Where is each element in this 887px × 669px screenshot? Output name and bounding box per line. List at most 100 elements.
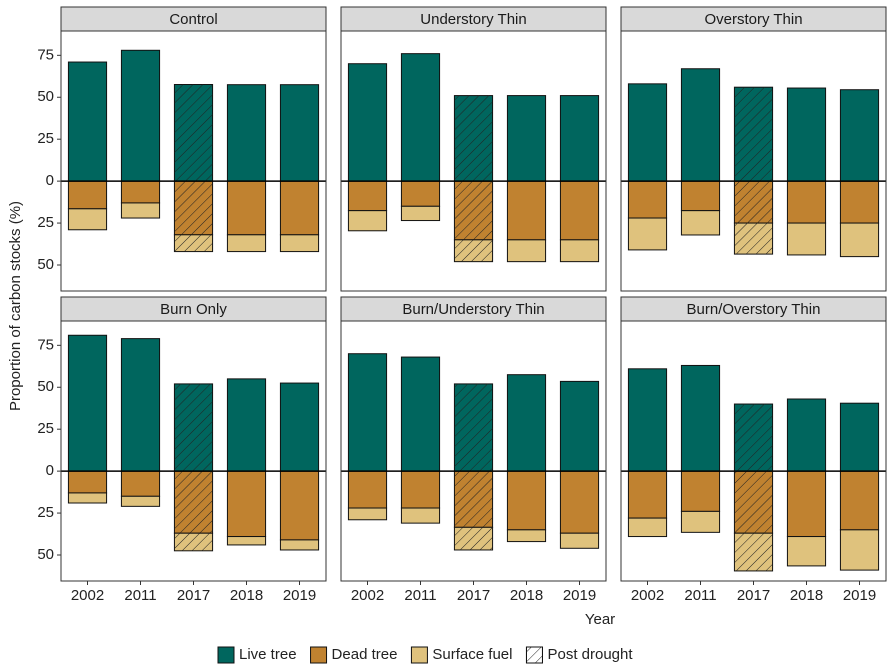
- x-tick-label: 2011: [404, 587, 436, 604]
- bar: [559, 532, 600, 549]
- legend: Live tree Dead tree Surface fuel Post droug…: [217, 646, 633, 664]
- panel-border: [60, 30, 327, 292]
- y-tick-label: 25: [37, 130, 54, 147]
- bar: [506, 180, 547, 241]
- bar: [120, 202, 161, 219]
- panel-title: Understory Thin: [420, 11, 526, 28]
- y-tick-label: 75: [37, 46, 54, 63]
- bar: [120, 338, 161, 472]
- bar-hatch: [174, 533, 213, 551]
- bar: [347, 63, 388, 182]
- bar: [226, 378, 267, 472]
- bar: [506, 470, 547, 531]
- panel-title: Overstory Thin: [704, 11, 802, 28]
- bar: [506, 374, 547, 472]
- bar: [400, 507, 441, 524]
- bar-hatch: [454, 181, 493, 240]
- bar: [839, 222, 880, 258]
- x-tick-label: 2002: [351, 587, 384, 604]
- bar: [400, 53, 441, 182]
- bar: [506, 95, 547, 182]
- bar: [506, 239, 547, 263]
- bar: [120, 470, 161, 497]
- x-tick-label: 2002: [71, 587, 104, 604]
- bar: [347, 210, 388, 232]
- x-tick-label: 2018: [510, 587, 543, 604]
- legend-key: [310, 646, 328, 664]
- bar-hatch: [454, 383, 493, 472]
- bar: [279, 382, 320, 472]
- y-tick-label: 25: [37, 504, 54, 521]
- bar: [786, 222, 827, 256]
- bar: [400, 356, 441, 472]
- strip: [340, 296, 607, 322]
- strip: [60, 296, 327, 322]
- bar-hatch: [174, 84, 213, 182]
- bar: [839, 180, 880, 224]
- bar: [67, 470, 108, 494]
- strip: [340, 6, 607, 32]
- bar-hatch: [734, 471, 773, 534]
- bar: [67, 492, 108, 504]
- bar: [120, 180, 161, 204]
- bar: [839, 529, 880, 571]
- bar: [559, 239, 600, 263]
- bar: [279, 180, 320, 236]
- bar: [786, 180, 827, 224]
- bar-hatch: [734, 181, 773, 224]
- bar: [226, 536, 267, 546]
- bar: [67, 61, 108, 182]
- bar: [120, 49, 161, 182]
- bar: [226, 470, 267, 538]
- bar: [279, 234, 320, 253]
- bar: [347, 353, 388, 472]
- legend-label: Surface fuel: [432, 646, 512, 663]
- y-tick-label: 50: [37, 88, 54, 105]
- x-tick-label: 2017: [457, 587, 490, 604]
- strip: [620, 6, 887, 32]
- bar: [67, 208, 108, 231]
- bar: [680, 470, 721, 512]
- bar: [627, 470, 668, 519]
- bar: [627, 517, 668, 538]
- bar-hatch: [734, 404, 773, 472]
- legend-key: [217, 646, 235, 664]
- bar: [279, 84, 320, 182]
- y-axis-title: Proportion of carbon stocks (%): [7, 201, 24, 411]
- strip: [60, 6, 327, 32]
- panel-border: [340, 320, 607, 582]
- legend-label: Dead tree: [332, 646, 398, 663]
- x-tick-label: 2019: [843, 587, 876, 604]
- x-axis-title: Year: [585, 611, 615, 628]
- bar-hatch: [454, 95, 493, 182]
- bar: [279, 539, 320, 551]
- y-tick-label: 50: [37, 256, 54, 273]
- bar-hatch: [454, 471, 493, 528]
- y-tick-label: 25: [37, 214, 54, 231]
- bar: [559, 470, 600, 534]
- bar: [627, 83, 668, 182]
- x-tick-label: 2017: [737, 587, 770, 604]
- x-tick-label: 2011: [684, 587, 716, 604]
- bar: [226, 180, 267, 236]
- y-tick-label: 75: [37, 336, 54, 353]
- y-tick-label: 0: [46, 462, 54, 479]
- x-tick-label: 2017: [177, 587, 210, 604]
- bar: [559, 95, 600, 182]
- bar-hatch: [734, 533, 773, 571]
- bar: [400, 180, 441, 207]
- bar: [627, 217, 668, 251]
- bar: [226, 84, 267, 182]
- bar: [786, 536, 827, 567]
- legend-label: Live tree: [239, 646, 297, 663]
- bar: [839, 89, 880, 182]
- bar: [347, 180, 388, 212]
- x-tick-label: 2002: [631, 587, 664, 604]
- strip: [620, 296, 887, 322]
- bar-hatch: [734, 223, 773, 255]
- bar-hatch: [454, 239, 493, 262]
- bar-hatch: [174, 471, 213, 534]
- bar-hatch: [174, 383, 213, 472]
- bar: [680, 510, 721, 533]
